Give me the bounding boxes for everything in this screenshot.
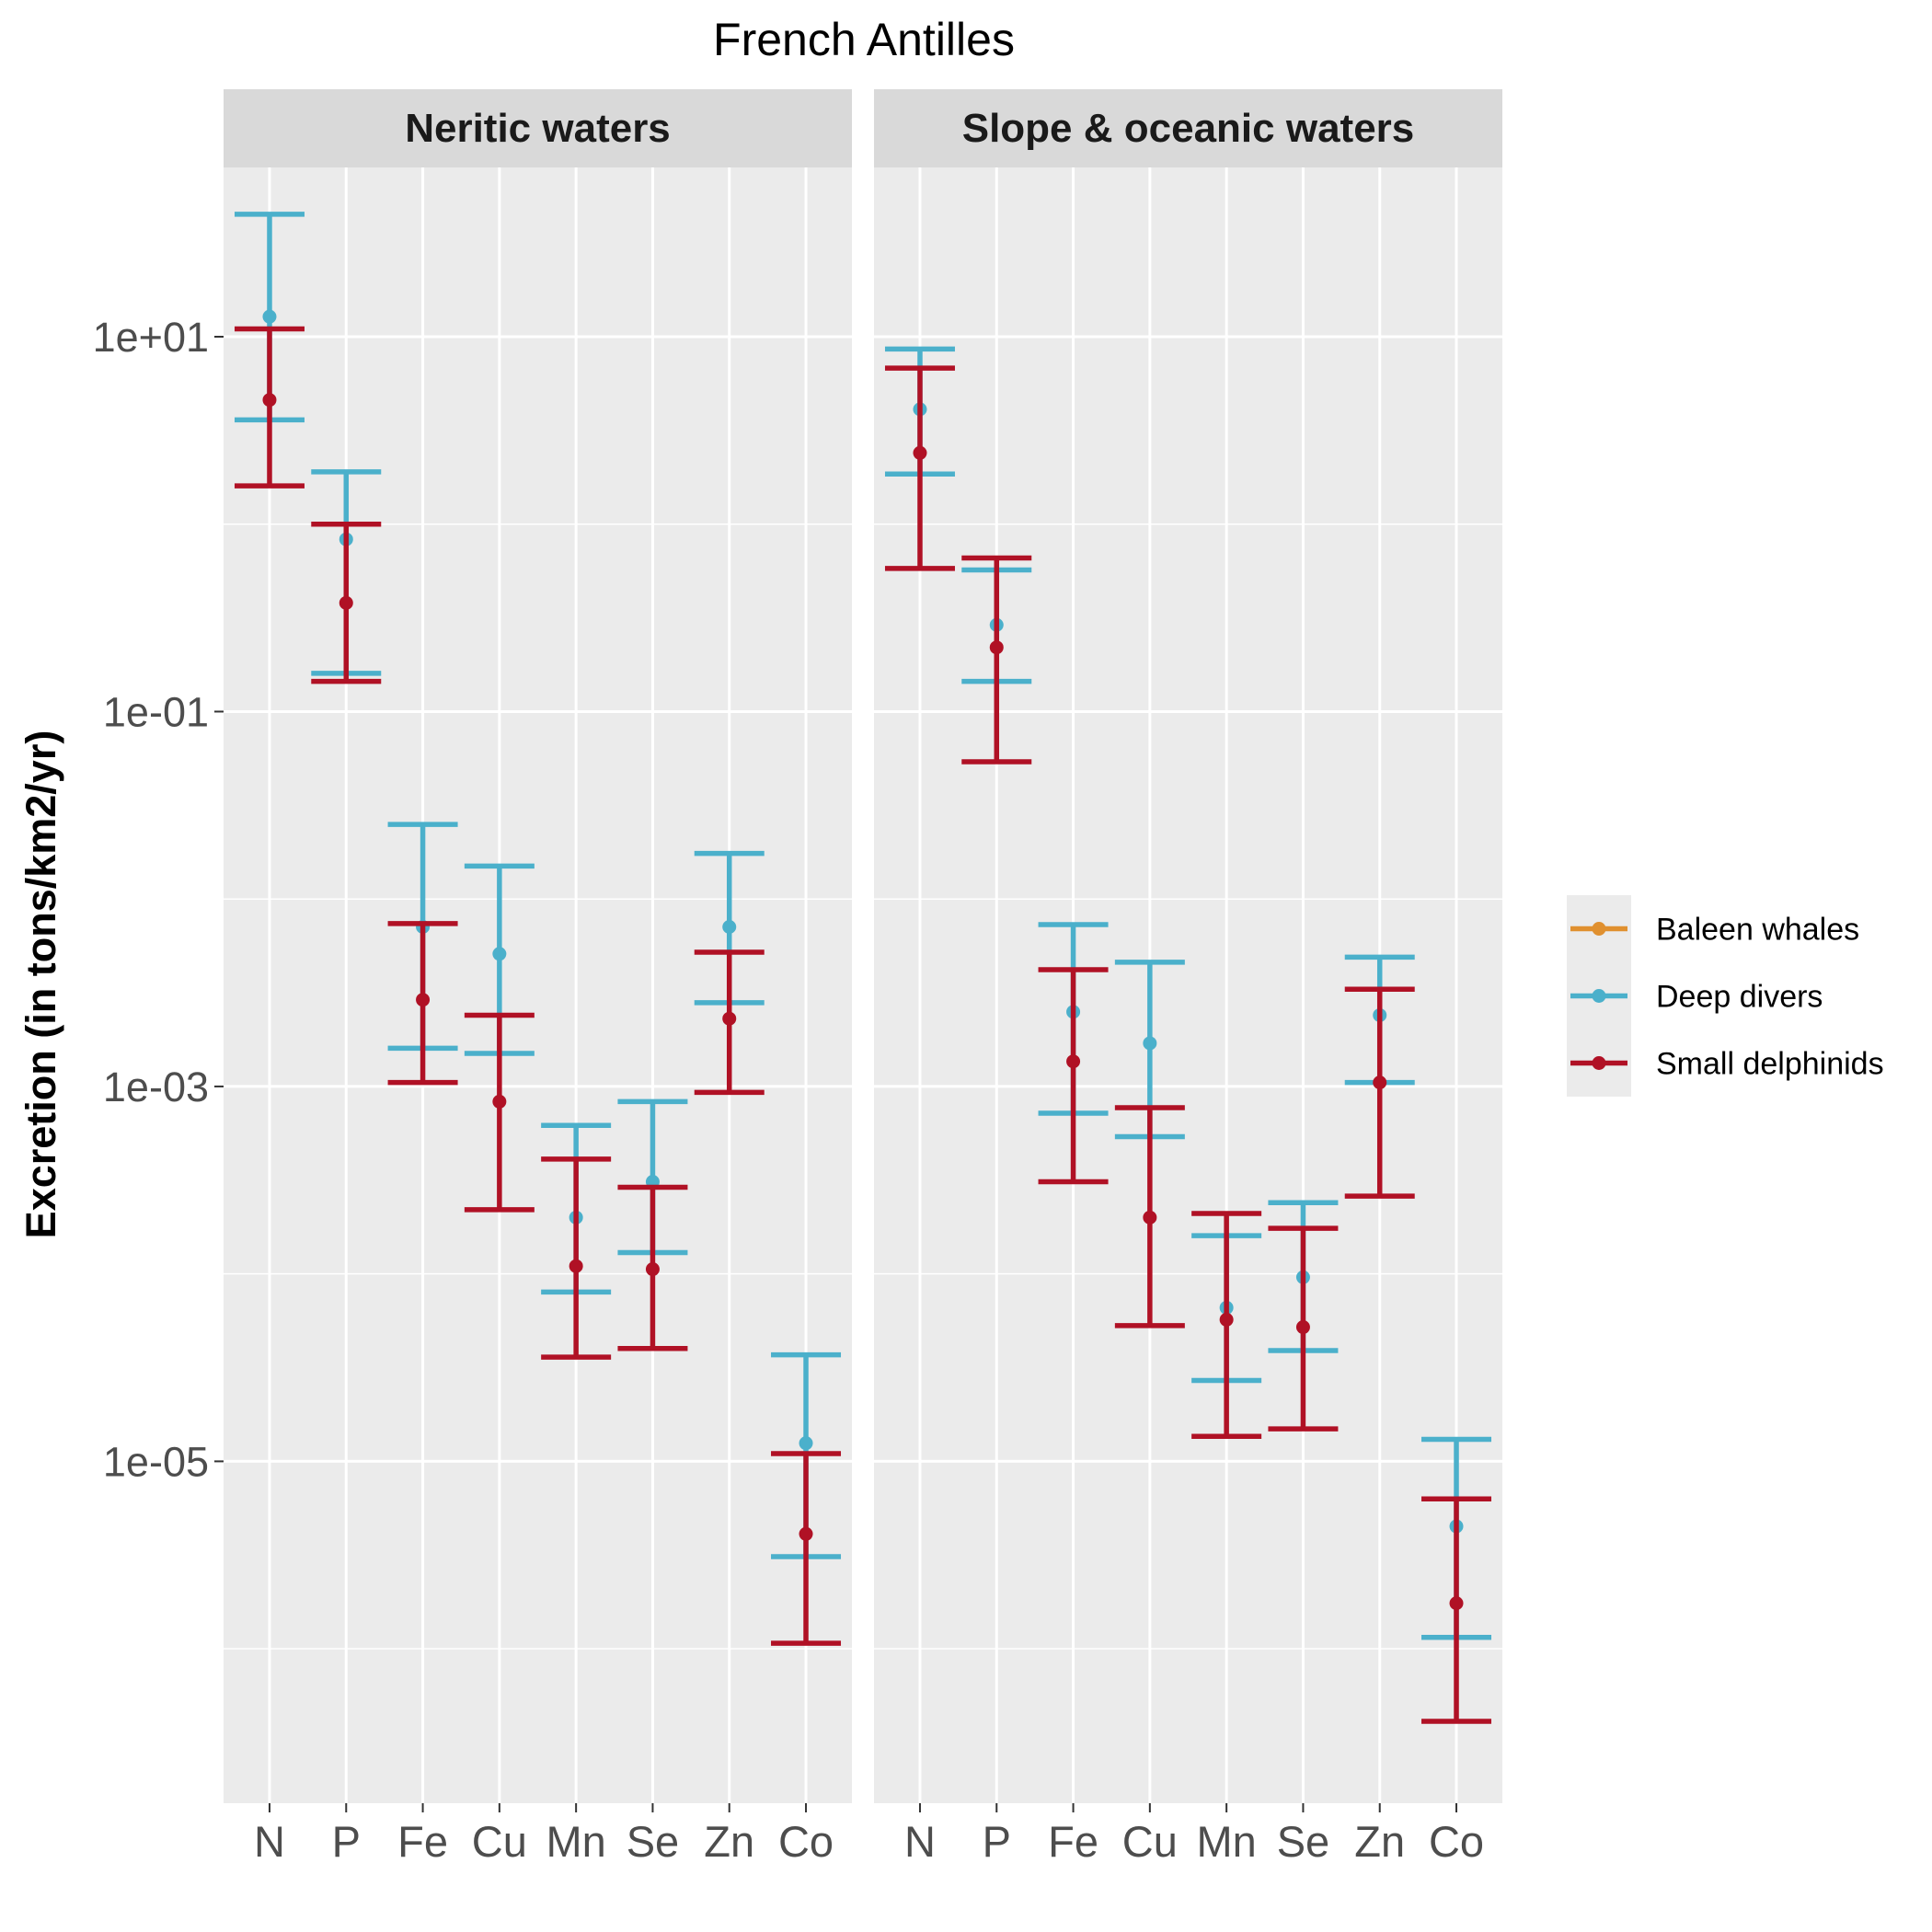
series-small-delphinids (234, 326, 842, 1646)
legend-key-point (1592, 1056, 1606, 1070)
mean-point (645, 1262, 660, 1277)
mean-point (1449, 1596, 1464, 1611)
mean-point (913, 445, 927, 460)
strip-background (874, 89, 1502, 167)
x-tick-label: Cu (472, 1817, 527, 1866)
mean-point (722, 920, 737, 935)
mean-point (1373, 1075, 1387, 1090)
mean-point (799, 1526, 813, 1541)
x-tick-label: Zn (1354, 1817, 1405, 1866)
series-small-delphinids (884, 365, 1492, 1724)
x-tick-label: Fe (397, 1817, 448, 1866)
legend-label: Small delphinids (1656, 1047, 1884, 1082)
mean-point (492, 947, 507, 961)
panel-neritic-waters: Neritic waters N P Fe Cu Mn Se Zn Co (224, 89, 852, 1866)
x-tick-label: Co (778, 1817, 834, 1866)
mean-point (416, 993, 431, 1007)
x-tick-label: P (983, 1817, 1011, 1866)
mean-point (1219, 1312, 1234, 1327)
legend-item-baleen-whales: Baleen whales (1570, 913, 1859, 948)
legend-label: Baleen whales (1656, 913, 1859, 948)
x-tick-label: Cu (1122, 1817, 1178, 1866)
y-tick-label: 1e+01 (93, 314, 209, 361)
mean-point (1143, 1210, 1157, 1225)
mean-point (799, 1436, 813, 1451)
x-tick-label: Fe (1048, 1817, 1098, 1866)
x-tick-label: Zn (704, 1817, 754, 1866)
mean-point (262, 393, 277, 408)
x-tick-label: Se (627, 1817, 680, 1866)
mean-point (722, 1011, 737, 1026)
y-tick-label: 1e-01 (103, 688, 209, 735)
mean-point (492, 1094, 507, 1109)
y-axis: 1e+01 1e-01 1e-03 1e-05 (93, 314, 224, 1485)
mean-point (1143, 1036, 1157, 1051)
y-axis-label: Excretion (in tons/km2/yr) (17, 730, 64, 1239)
x-tick-label: Mn (546, 1817, 605, 1866)
y-tick-label: 1e-05 (103, 1438, 209, 1485)
legend-item-deep-divers: Deep divers (1570, 980, 1823, 1015)
panel-background (874, 167, 1502, 1803)
mean-point (1295, 1320, 1310, 1335)
x-tick-label: Se (1277, 1817, 1330, 1866)
mean-point (989, 640, 1004, 655)
mean-point (262, 309, 277, 324)
panel-background (224, 167, 852, 1803)
x-tick-label: N (904, 1817, 936, 1866)
legend-key-point (1592, 922, 1606, 936)
x-tick-label: Mn (1196, 1817, 1256, 1866)
mean-point (1066, 1054, 1081, 1069)
mean-point (569, 1259, 583, 1273)
chart-title: French Antilles (713, 14, 1015, 65)
x-tick-label: N (254, 1817, 285, 1866)
strip-label: Neritic waters (405, 106, 671, 151)
legend-item-small-delphinids: Small delphinids (1570, 1047, 1884, 1082)
legend: Baleen whales Deep divers Small delphinids (1567, 895, 1884, 1097)
panel-slope-oceanic-waters: Slope & oceanic waters N P Fe Cu Mn Se Zn Co (874, 89, 1502, 1866)
strip-label: Slope & oceanic waters (962, 106, 1415, 151)
strip-background (224, 89, 852, 167)
y-tick-label: 1e-03 (103, 1064, 209, 1110)
legend-label: Deep divers (1656, 980, 1823, 1015)
legend-key-point (1592, 989, 1606, 1003)
x-tick-label: P (332, 1817, 361, 1866)
x-tick-label: Co (1429, 1817, 1484, 1866)
mean-point (339, 595, 353, 610)
